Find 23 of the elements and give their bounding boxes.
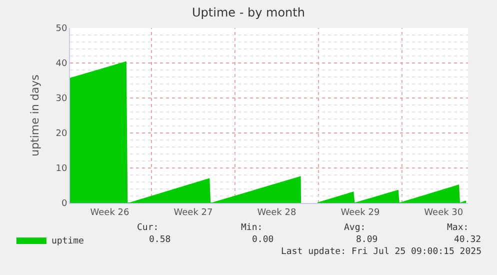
text: Last update: Fri Jul 25 09:00:15 2025 [281, 247, 482, 257]
text: Min: [241, 223, 263, 233]
y-tick-label: 20 [56, 129, 68, 140]
text: 40.32 [454, 235, 482, 245]
y-tick-label: 40 [56, 59, 68, 70]
text: Avg: [344, 223, 366, 233]
x-tick-label: Week 27 [174, 208, 213, 218]
chart-title: Uptime - by month [192, 5, 305, 20]
text: Cur: [137, 223, 159, 233]
y-tick-label: 0 [61, 199, 68, 210]
y-axis-title: uptime in days [28, 74, 42, 156]
x-tick-label: Week 28 [257, 208, 296, 218]
text: Max: [447, 223, 469, 233]
y-tick-label: 50 [56, 24, 68, 34]
x-tick-label: Week 26 [90, 208, 130, 218]
x-tick-label: Week 29 [340, 208, 380, 218]
y-tick-label: 30 [56, 94, 68, 104]
legend-label: uptime [51, 236, 84, 247]
x-tick-label: Week 30 [424, 208, 464, 218]
text: 0.00 [252, 235, 274, 245]
text: 0.58 [149, 235, 171, 245]
y-tick-label: 10 [56, 164, 68, 174]
text: 8.09 [356, 235, 378, 245]
